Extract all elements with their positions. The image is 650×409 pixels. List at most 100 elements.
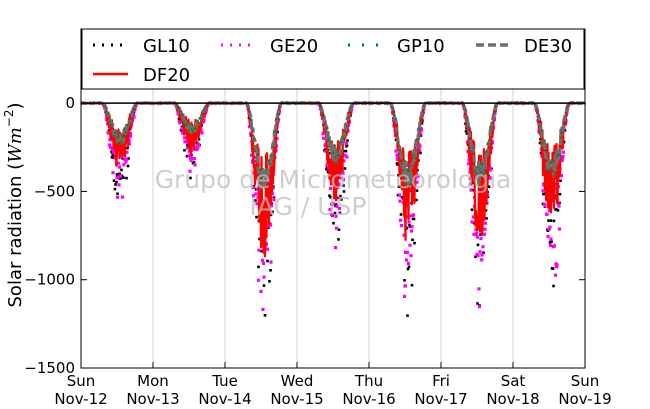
series-gl10-point-81 <box>120 168 123 172</box>
series-layer <box>79 101 587 317</box>
series-ge20-point-666 <box>410 225 414 229</box>
series-gl10-point-492 <box>324 147 327 151</box>
series-gl10-point-944 <box>548 241 552 244</box>
series-gp10-point-323 <box>561 132 564 134</box>
series-gl10-point-974 <box>563 129 567 132</box>
series-gp10-point-18 <box>107 112 109 114</box>
series-gp10-point-222 <box>411 165 413 167</box>
series-gp10-point-131 <box>275 118 278 120</box>
series-gp10-point-76 <box>193 127 196 129</box>
series-gp10-point-274 <box>488 140 491 142</box>
series-ge20-point-528 <box>341 177 346 182</box>
series-ge20-point-967 <box>559 174 564 178</box>
series-gl10-point-227 <box>192 161 196 164</box>
y-tick-label-0: 0 <box>65 94 75 112</box>
series-ge20-point-663 <box>408 187 413 191</box>
series-gl10-point-637 <box>396 163 399 166</box>
series-ge20-point-645 <box>399 224 404 228</box>
series-gp10-point-212 <box>396 131 398 133</box>
series-ge20-point-942 <box>547 227 551 231</box>
series-gp10-point-21 <box>111 123 114 126</box>
series-gl10-point-91 <box>125 176 128 180</box>
series-ge20-point-643 <box>398 218 403 222</box>
series-ge20-point-798 <box>475 235 480 239</box>
series-gl10-point-382 <box>269 213 273 217</box>
series-ge20-point-351 <box>253 159 258 163</box>
series-gl10-point-661 <box>408 224 411 227</box>
series-ge20-point-634 <box>394 149 398 153</box>
series-gp10-point-70 <box>184 125 187 127</box>
series-gp10-point-167 <box>329 149 331 151</box>
watermark-line-1: Grupo de Micrometeorologia <box>155 165 512 194</box>
series-gp10-point-32 <box>128 122 130 124</box>
series-gp10-point-275 <box>490 127 492 129</box>
series-gp10-point-163 <box>323 115 325 118</box>
series-gp10-point-69 <box>183 120 185 123</box>
series-gp10-point-317 <box>552 175 555 177</box>
series-ge20-point-53 <box>105 122 110 126</box>
series-gp10-point-177 <box>344 130 346 132</box>
series-gl10-point-666 <box>410 283 414 287</box>
series-gp10-point-17 <box>105 108 108 110</box>
series-gp10-point-223 <box>412 154 415 157</box>
series-gp10-point-31 <box>126 124 129 126</box>
series-gp10-point-260 <box>467 126 470 129</box>
series-ge20-point-512 <box>333 246 338 250</box>
series-gl10-point-385 <box>271 210 274 214</box>
series-gl10-point-957 <box>555 208 558 211</box>
series-ge20-point-385 <box>270 192 275 196</box>
series-gp10-point-20 <box>110 123 112 126</box>
series-ge20-point-217 <box>187 154 191 158</box>
series-ge20-point-368 <box>262 275 266 279</box>
series-gp10-point-130 <box>274 130 276 133</box>
series-gp10-point-162 <box>321 111 324 114</box>
series-ge20-point-940 <box>546 234 550 238</box>
series-gp10-point-325 <box>564 112 567 114</box>
series-ge20-point-355 <box>255 187 260 191</box>
series-ge20-point-347 <box>251 194 256 198</box>
x-tick-label-date-1: Nov-13 <box>126 390 179 408</box>
series-gl10-point-531 <box>343 167 347 170</box>
series-ge20-point-90 <box>124 160 128 164</box>
series-gp10-point-30 <box>125 131 127 134</box>
series-gp10-point-36 <box>134 104 136 107</box>
series-gp10-point-312 <box>545 151 547 153</box>
series-ge20-point-343 <box>249 153 254 157</box>
x-tick-label-date-2: Nov-14 <box>198 390 251 408</box>
x-tick-label-date-6: Nov-18 <box>486 390 539 408</box>
series-gl10-point-502 <box>329 196 332 199</box>
series-gp10-point-115 <box>251 130 254 132</box>
series-ge20-point-382 <box>269 260 273 264</box>
series-ge20-point-388 <box>272 198 276 202</box>
series-gp10-point-259 <box>466 117 468 119</box>
series-gp10-point-83 <box>204 107 206 110</box>
series-gp10-point-258 <box>464 109 467 111</box>
series-ge20-point-520 <box>337 207 342 211</box>
x-tick-label-day-5: Fri <box>432 372 450 390</box>
series-gl10-point-71 <box>115 180 118 184</box>
series-gl10-point-644 <box>399 213 403 216</box>
series-gl10-point-359 <box>258 237 261 241</box>
series-gp10-point-214 <box>399 149 401 152</box>
series-ge20-point-938 <box>545 212 549 216</box>
series-gl10-point-93 <box>126 146 129 150</box>
legend: GL10 GE20 GP10 DE30 DF20 <box>81 28 585 90</box>
series-gp10-point-112 <box>247 104 249 107</box>
series-gp10-point-119 <box>257 176 260 179</box>
series-gp10-point-175 <box>341 135 343 138</box>
series-ge20-point-99 <box>128 131 133 135</box>
series-gl10-point-965 <box>559 179 562 182</box>
series-gl10-point-794 <box>474 255 477 258</box>
series-gl10-point-69 <box>114 183 117 186</box>
series-gl10-point-787 <box>470 208 474 211</box>
series-gp10-point-266 <box>476 166 479 168</box>
series-gp10-point-211 <box>394 118 397 120</box>
legend-label-ge20: GE20 <box>270 36 318 57</box>
series-ge20-point-683 <box>418 132 423 136</box>
series-ge20-point-57 <box>107 143 112 147</box>
series-ge20-point-349 <box>252 155 257 160</box>
series-ge20-point-375 <box>265 247 270 251</box>
series-gl10-point-98 <box>128 127 132 131</box>
series-gp10-point-221 <box>409 183 412 186</box>
series-gp10-point-16 <box>104 105 106 108</box>
